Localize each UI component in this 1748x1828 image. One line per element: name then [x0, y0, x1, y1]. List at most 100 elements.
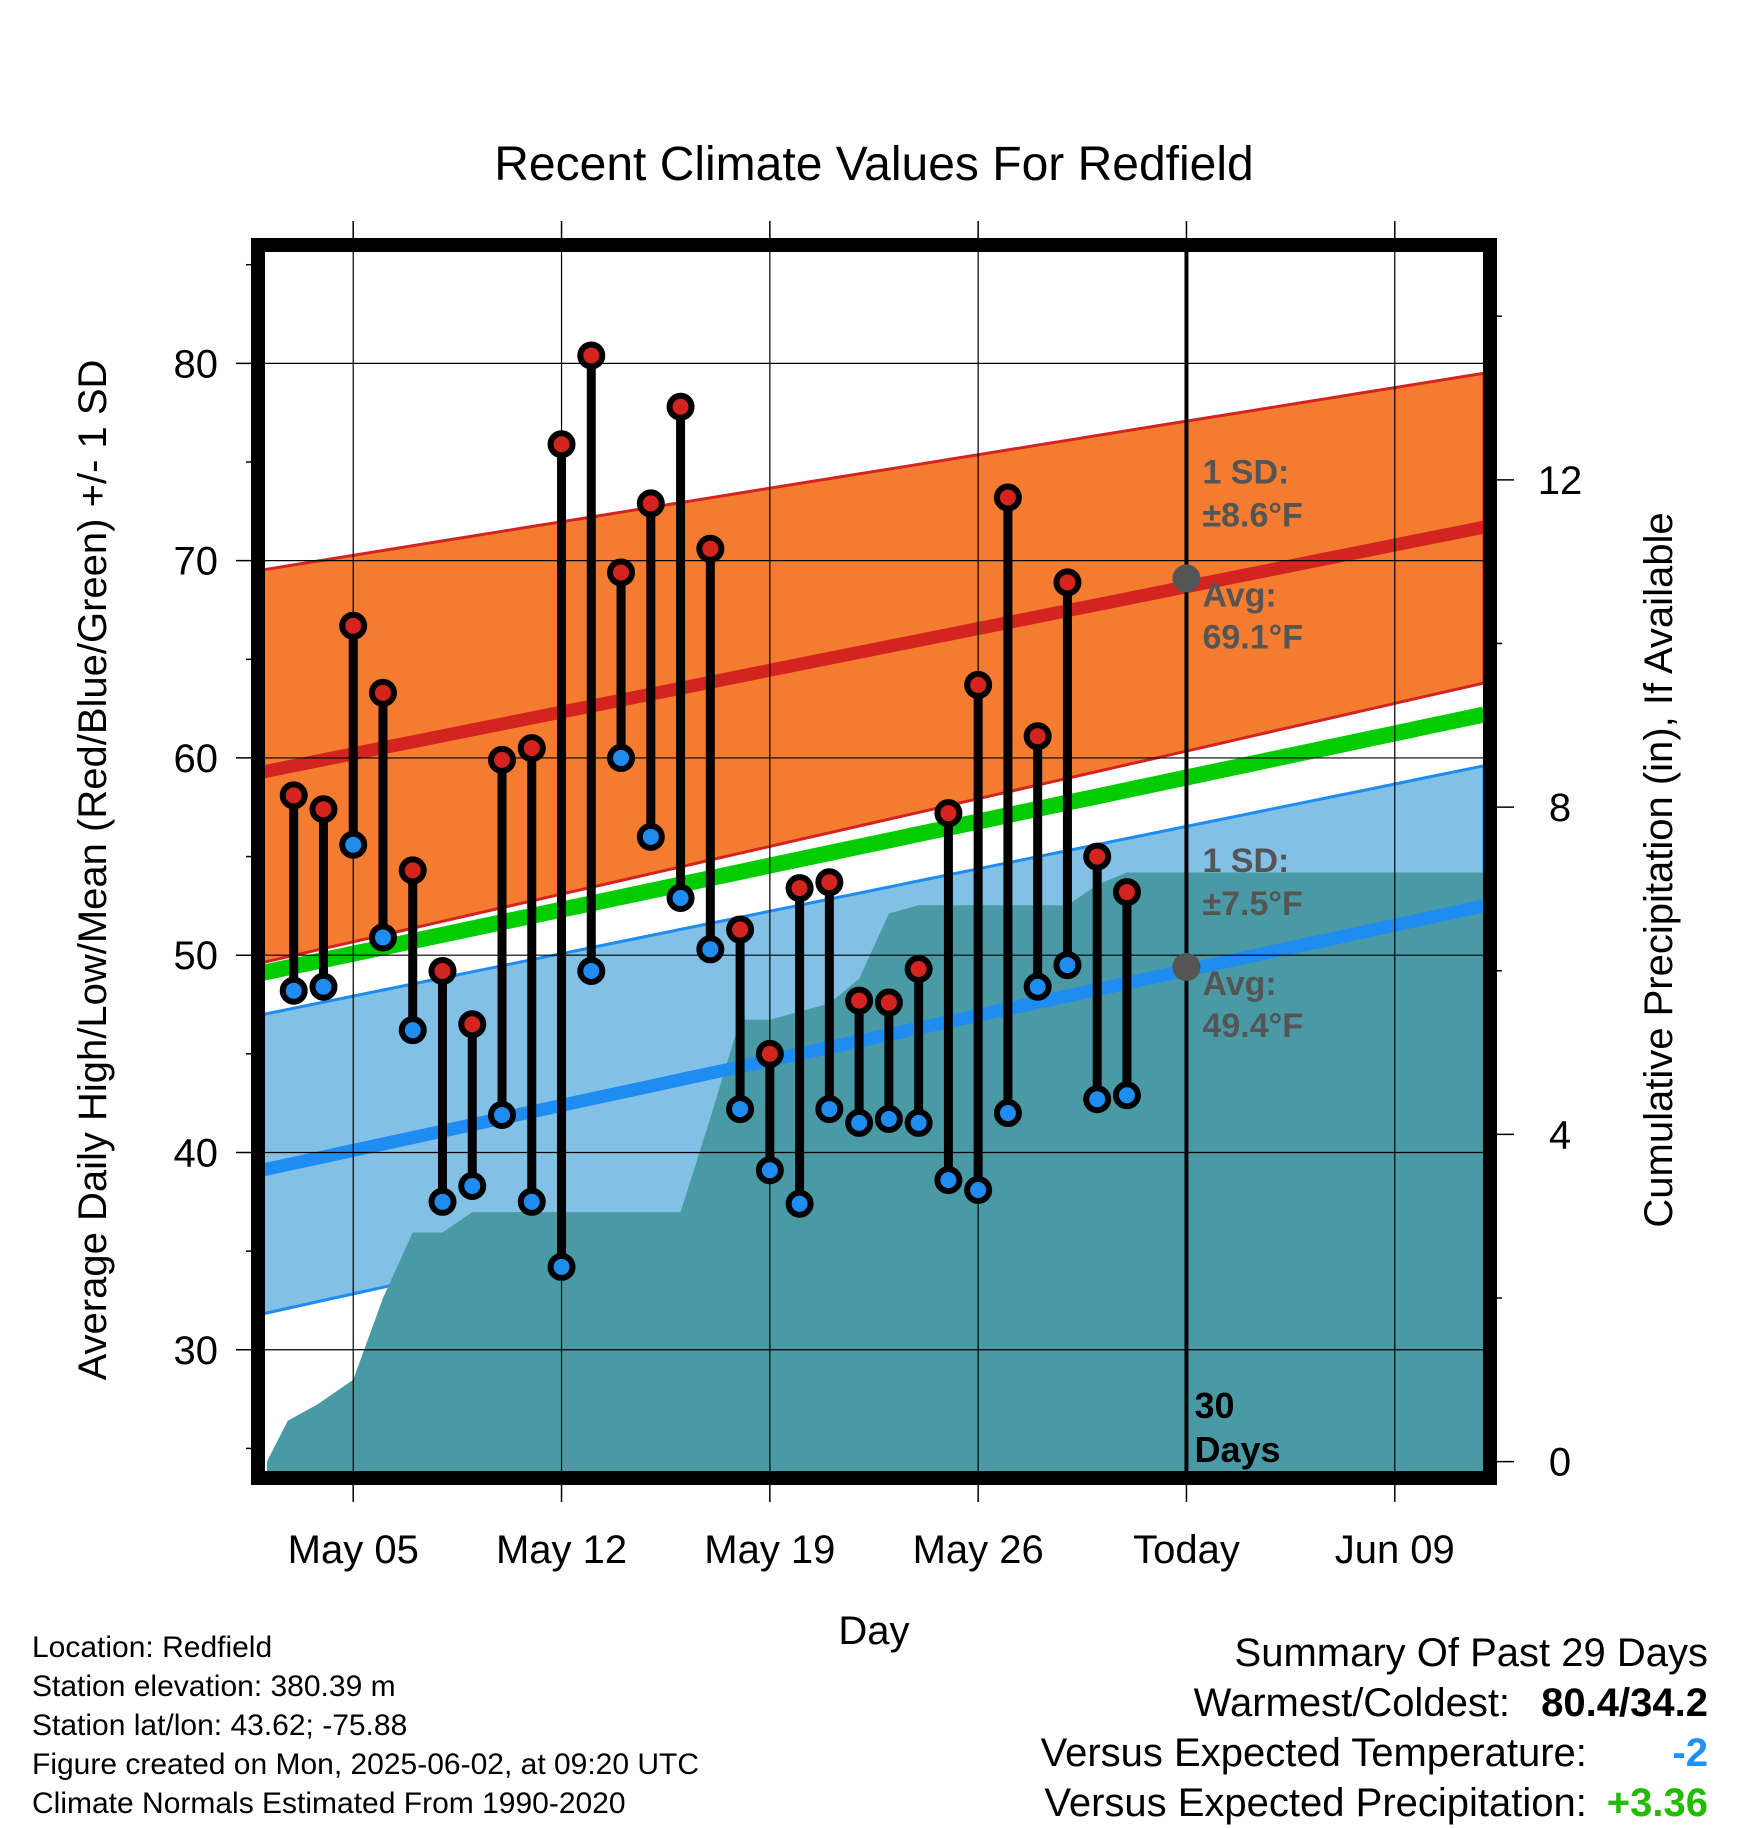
low-point	[577, 956, 606, 985]
x-tick-label: May 26	[913, 1528, 1044, 1572]
days-label: 30	[1194, 1385, 1234, 1426]
location-text: Location: Redfield	[32, 1631, 273, 1664]
low-sd-value: ±7.5°F	[1202, 885, 1302, 923]
high-point	[368, 678, 397, 707]
high-point	[1053, 568, 1082, 597]
high-avg-label: Avg:	[1202, 576, 1276, 614]
temp-label: Versus Expected Temperature:	[1040, 1731, 1587, 1775]
temp-value: -2	[1672, 1731, 1708, 1775]
low-point	[458, 1172, 487, 1201]
elevation-text: Station elevation: 380.39 m	[32, 1670, 396, 1703]
x-tick-label: May 12	[496, 1528, 627, 1572]
low-point	[874, 1104, 903, 1133]
high-point	[1023, 722, 1052, 751]
low-point	[666, 883, 695, 912]
normals-text: Climate Normals Estimated From 1990-2020	[32, 1787, 626, 1820]
latlon-text: Station lat/lon: 43.62; -75.88	[32, 1709, 408, 1742]
high-avg-value: 69.1°F	[1202, 618, 1303, 656]
days-label: Days	[1194, 1429, 1280, 1470]
high-point	[636, 489, 665, 518]
precip-row: Versus Expected Precipitation: +3.36	[1041, 1778, 1708, 1828]
y-tick-label: 40	[174, 1131, 219, 1175]
temp-row: Versus Expected Temperature: -2	[1041, 1728, 1708, 1778]
low-point	[339, 830, 368, 859]
high-point	[785, 874, 814, 903]
warmest-row: Warmest/Coldest: 80.4/34.2	[1041, 1678, 1708, 1728]
high-point	[309, 795, 338, 824]
high-sd-label: 1 SD:	[1202, 453, 1289, 491]
high-point	[517, 734, 546, 763]
y-tick-label: 50	[174, 934, 219, 978]
x-tick-label: May 19	[704, 1528, 835, 1572]
low-point	[398, 1016, 427, 1045]
y-tick-label: 70	[174, 540, 219, 584]
high-point	[874, 988, 903, 1017]
low-point	[636, 822, 665, 851]
created-text: Figure created on Mon, 2025-06-02, at 09…	[32, 1748, 700, 1781]
y2-tick-label: 12	[1538, 459, 1583, 503]
x-tick-label: Jun 09	[1335, 1528, 1455, 1572]
y-tick-label: 60	[174, 737, 219, 781]
low-point	[607, 743, 636, 772]
y2-tick-label: 4	[1549, 1113, 1571, 1157]
x-tick-label: May 05	[288, 1528, 419, 1572]
high-point	[755, 1039, 784, 1068]
low-point	[1023, 972, 1052, 1001]
high-point	[666, 392, 695, 421]
warmest-value: 80.4/34.2	[1541, 1681, 1708, 1725]
high-point	[964, 670, 993, 699]
low-point	[785, 1189, 814, 1218]
precip-label: Versus Expected Precipitation:	[1044, 1781, 1587, 1825]
low-point	[279, 976, 308, 1005]
high-point	[577, 341, 606, 370]
low-point	[1053, 951, 1082, 980]
high-normal-line	[258, 520, 1486, 780]
x-axis-label: Day	[838, 1609, 909, 1653]
low-point	[726, 1095, 755, 1124]
high-point	[339, 611, 368, 640]
low-point	[964, 1175, 993, 1204]
high-sd-value: ±8.6°F	[1202, 496, 1302, 534]
high-point	[696, 534, 725, 563]
high-point	[279, 781, 308, 810]
high-point	[428, 956, 457, 985]
high-point	[458, 1010, 487, 1039]
high-point	[398, 856, 427, 885]
high-point	[607, 558, 636, 587]
high-point	[815, 868, 844, 897]
x-tick-label: Today	[1133, 1528, 1240, 1572]
high-point	[547, 430, 576, 459]
warmest-label: Warmest/Coldest:	[1193, 1681, 1511, 1725]
low-point	[845, 1108, 874, 1137]
y-axis-label: Average Daily High/Low/Mean (Red/Blue/Gr…	[71, 360, 115, 1381]
y-tick-label: 30	[174, 1329, 219, 1373]
high-point	[904, 955, 933, 984]
low-point	[517, 1187, 546, 1216]
high-point	[488, 745, 517, 774]
mean-normal-line	[258, 706, 1486, 983]
precip-area	[266, 872, 1484, 1478]
low-point	[488, 1101, 517, 1130]
low-point	[993, 1099, 1022, 1128]
today-low-avg-point	[1172, 953, 1201, 982]
y2-tick-label: 0	[1549, 1441, 1571, 1485]
low-point	[428, 1187, 457, 1216]
low-point	[904, 1108, 933, 1137]
low-point	[755, 1156, 784, 1185]
station-info: Location: Redfield Station elevation: 38…	[32, 1628, 699, 1823]
plot-area: 1 SD: ±8.6°F Avg: 69.1°F 1 SD: ±7.5°F Avg: 49.4…	[258, 245, 1490, 1478]
y-tick-label: 80	[174, 342, 219, 386]
high-point	[845, 986, 874, 1015]
high-point	[934, 799, 963, 828]
low-point	[368, 923, 397, 952]
low-point	[696, 935, 725, 964]
high-point	[1083, 842, 1112, 871]
low-point	[309, 972, 338, 1001]
high-point	[726, 915, 755, 944]
high-point	[1112, 878, 1141, 907]
today-high-avg-point	[1172, 564, 1201, 593]
summary-panel: Summary Of Past 29 Days Warmest/Coldest:…	[1041, 1628, 1708, 1828]
low-point	[815, 1095, 844, 1124]
precip-value: +3.36	[1606, 1781, 1708, 1825]
